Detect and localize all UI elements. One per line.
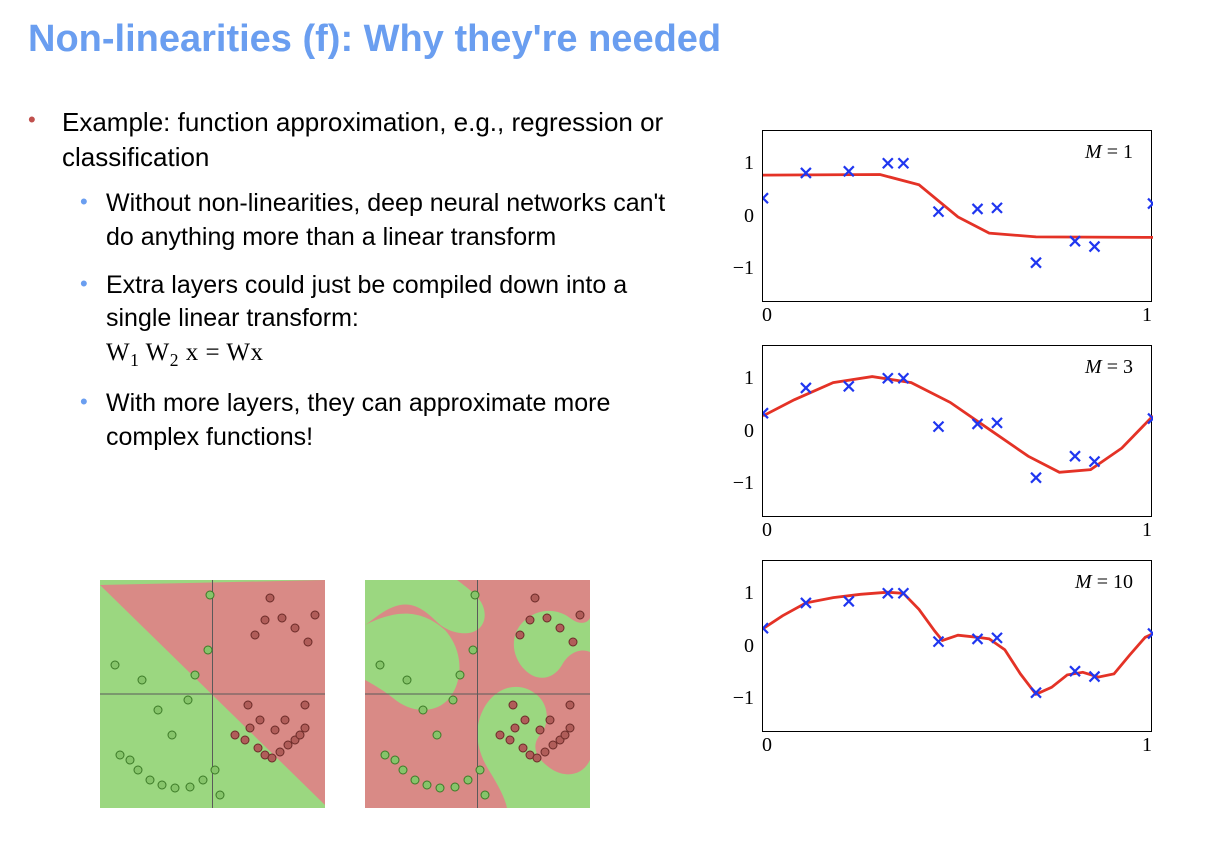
plot-box: M = 10 xyxy=(762,560,1152,732)
y-ticks: 10−1 xyxy=(712,560,762,732)
sub-bullet-2: Extra layers could just be compiled down… xyxy=(62,269,668,373)
plot-box: M = 1 xyxy=(762,130,1152,302)
bullet-content: Example: function approximation, e.g., r… xyxy=(28,105,668,468)
sub-bullet-3: With more layers, they can approximate m… xyxy=(62,387,668,455)
x-ticks: 01 xyxy=(762,302,1152,327)
main-bullet: Example: function approximation, e.g., r… xyxy=(28,105,668,454)
classification-panels xyxy=(100,580,590,813)
regression-chart-1: 10−1 M = 3 xyxy=(712,345,1192,542)
x-ticks: 01 xyxy=(762,517,1152,542)
sub-bullet-1: Without non-linearities, deep neural net… xyxy=(62,187,668,255)
plot-box: M = 3 xyxy=(762,345,1152,517)
m-label: M = 10 xyxy=(1075,571,1133,594)
nonlinear-classifier-panel xyxy=(365,580,590,813)
equation: W1 W2 x = Wx xyxy=(106,339,264,366)
sub-bullet-2-text: Extra layers could just be compiled down… xyxy=(106,271,627,333)
main-bullet-text: Example: function approximation, e.g., r… xyxy=(62,107,663,172)
regression-chart-2: 10−1 M = 10 xyxy=(712,560,1192,757)
y-ticks: 10−1 xyxy=(712,130,762,302)
m-label: M = 1 xyxy=(1085,141,1133,164)
regression-chart-0: 10−1 M = 1 xyxy=(712,130,1192,327)
m-label: M = 3 xyxy=(1085,356,1133,379)
slide-title: Non-linearities (f): Why they're needed xyxy=(28,18,721,61)
regression-charts-column: 10−1 M = 1 xyxy=(712,130,1192,757)
y-ticks: 10−1 xyxy=(712,345,762,517)
linear-classifier-panel xyxy=(100,580,325,813)
x-ticks: 01 xyxy=(762,732,1152,757)
